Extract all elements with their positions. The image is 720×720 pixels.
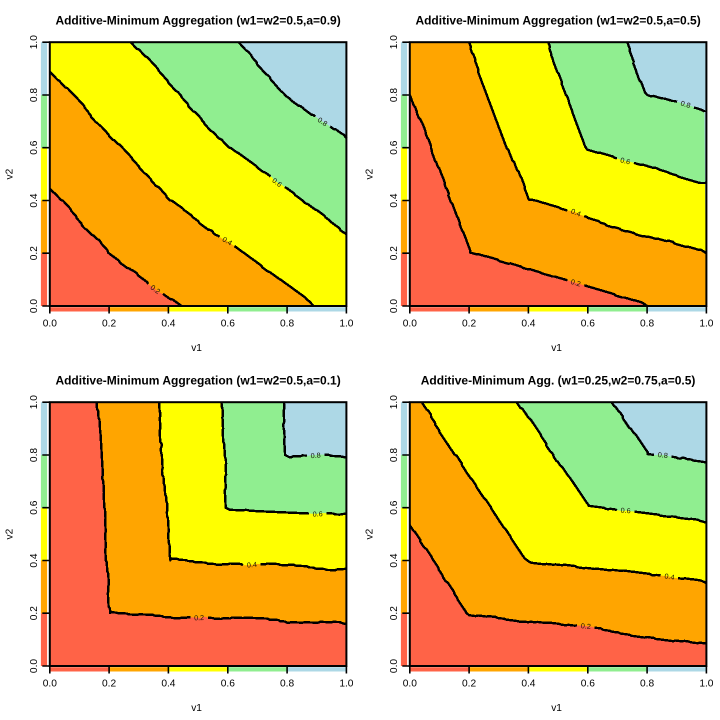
svg-text:0.8: 0.8	[29, 448, 40, 462]
svg-text:0.6: 0.6	[29, 140, 40, 154]
svg-text:0.4: 0.4	[389, 193, 400, 207]
svg-text:1.0: 1.0	[699, 679, 713, 690]
svg-text:0.8: 0.8	[280, 319, 294, 330]
svg-text:v2: v2	[365, 168, 376, 179]
svg-text:0.6: 0.6	[313, 509, 323, 518]
svg-text:0.6: 0.6	[619, 155, 631, 166]
svg-text:1.0: 1.0	[389, 35, 400, 49]
svg-text:0.8: 0.8	[680, 99, 692, 110]
svg-text:0.2: 0.2	[102, 319, 116, 330]
svg-text:0.2: 0.2	[570, 277, 582, 288]
svg-text:0.4: 0.4	[664, 571, 675, 582]
svg-text:0.8: 0.8	[280, 679, 294, 690]
svg-text:1.0: 1.0	[339, 319, 353, 330]
svg-text:0.6: 0.6	[581, 679, 595, 690]
svg-text:0.2: 0.2	[580, 621, 591, 631]
svg-text:0.0: 0.0	[389, 659, 400, 673]
svg-text:v1: v1	[551, 703, 562, 714]
svg-text:0.4: 0.4	[570, 206, 583, 218]
svg-text:Additive-Minimum Aggregation (: Additive-Minimum Aggregation (w1=w2=0.5,…	[55, 14, 340, 28]
svg-text:0.4: 0.4	[161, 319, 175, 330]
svg-text:v1: v1	[191, 703, 202, 714]
svg-text:1.0: 1.0	[29, 35, 40, 49]
svg-text:0.0: 0.0	[403, 679, 417, 690]
svg-text:1.0: 1.0	[389, 395, 400, 409]
svg-text:0.6: 0.6	[29, 500, 40, 514]
svg-text:0.0: 0.0	[29, 299, 40, 313]
svg-text:v1: v1	[551, 343, 562, 354]
svg-text:Additive-Minimum Aggregation (: Additive-Minimum Aggregation (w1=w2=0.5,…	[415, 14, 700, 28]
svg-text:0.0: 0.0	[43, 319, 57, 330]
svg-text:v2: v2	[5, 528, 16, 539]
svg-text:0.4: 0.4	[521, 319, 535, 330]
svg-text:0.2: 0.2	[389, 246, 400, 260]
svg-text:0.2: 0.2	[29, 606, 40, 620]
svg-text:v2: v2	[5, 168, 16, 179]
svg-text:0.4: 0.4	[29, 553, 40, 567]
svg-text:0.8: 0.8	[640, 679, 654, 690]
svg-text:1.0: 1.0	[699, 319, 713, 330]
svg-text:0.6: 0.6	[221, 679, 235, 690]
svg-text:0.2: 0.2	[102, 679, 116, 690]
svg-text:Additive-Minimum Aggregation (: Additive-Minimum Aggregation (w1=w2=0.5,…	[55, 374, 340, 388]
svg-text:0.6: 0.6	[389, 140, 400, 154]
svg-text:0.4: 0.4	[389, 553, 400, 567]
svg-text:0.6: 0.6	[389, 500, 400, 514]
svg-text:0.0: 0.0	[389, 299, 400, 313]
svg-text:0.6: 0.6	[581, 319, 595, 330]
svg-text:0.0: 0.0	[403, 319, 417, 330]
svg-text:0.8: 0.8	[640, 319, 654, 330]
svg-text:v1: v1	[191, 343, 202, 354]
svg-text:0.0: 0.0	[43, 679, 57, 690]
svg-text:0.4: 0.4	[161, 679, 175, 690]
svg-text:0.4: 0.4	[29, 193, 40, 207]
svg-text:0.8: 0.8	[657, 450, 668, 460]
svg-text:1.0: 1.0	[29, 395, 40, 409]
svg-text:0.6: 0.6	[221, 319, 235, 330]
svg-text:0.8: 0.8	[310, 450, 321, 460]
svg-text:0.2: 0.2	[462, 319, 476, 330]
svg-text:v2: v2	[365, 528, 376, 539]
svg-text:0.4: 0.4	[221, 235, 234, 248]
svg-text:0.8: 0.8	[389, 448, 400, 462]
svg-text:0.2: 0.2	[29, 246, 40, 260]
svg-text:0.4: 0.4	[521, 679, 535, 690]
svg-text:0.8: 0.8	[389, 88, 400, 102]
svg-text:0.2: 0.2	[389, 606, 400, 620]
svg-text:0.2: 0.2	[462, 679, 476, 690]
svg-text:0.8: 0.8	[29, 88, 40, 102]
svg-text:1.0: 1.0	[339, 679, 353, 690]
svg-text:0.6: 0.6	[620, 506, 631, 516]
svg-text:0.2: 0.2	[194, 613, 204, 622]
svg-text:0.4: 0.4	[247, 560, 258, 570]
svg-text:Additive-Minimum Agg. (w1=0.25: Additive-Minimum Agg. (w1=0.25,w2=0.75,a…	[421, 374, 696, 388]
svg-text:0.0: 0.0	[29, 659, 40, 673]
